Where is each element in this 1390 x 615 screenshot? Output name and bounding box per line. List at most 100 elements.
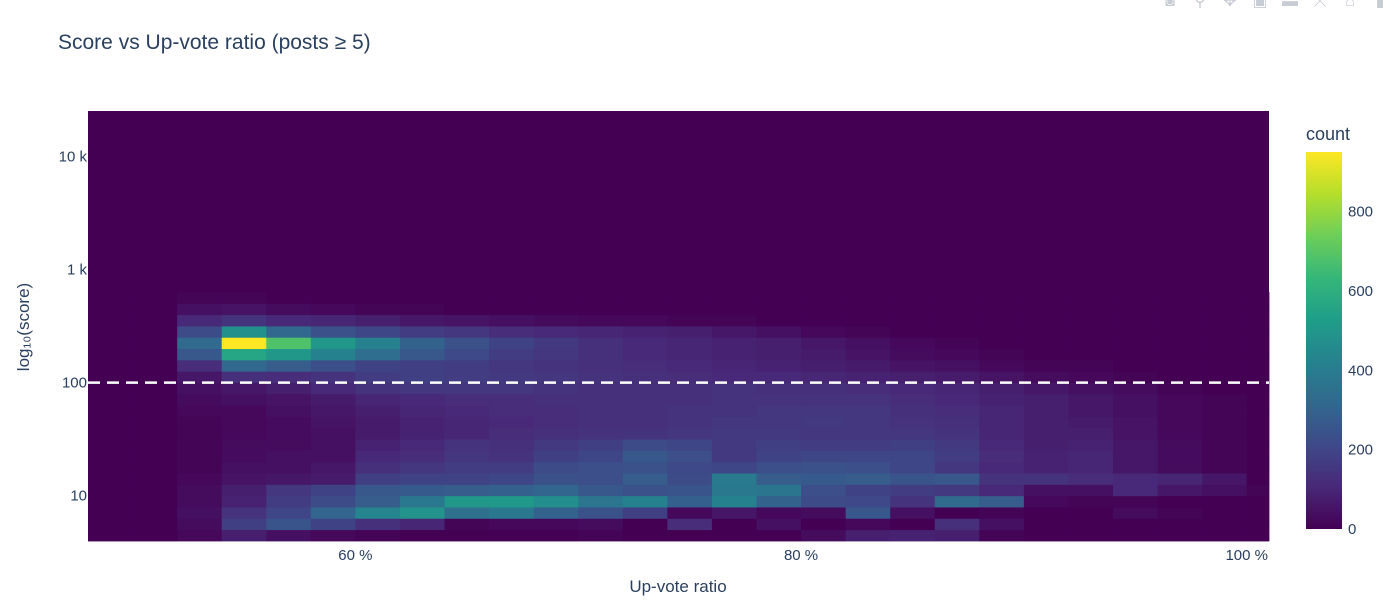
- heatmap-cell[interactable]: [1023, 484, 1069, 497]
- heatmap-cell[interactable]: [266, 382, 312, 395]
- heatmap-cell[interactable]: [266, 473, 312, 485]
- heatmap-cell[interactable]: [890, 427, 936, 440]
- heatmap-cell[interactable]: [1246, 314, 1270, 327]
- heatmap-cell[interactable]: [578, 371, 624, 383]
- heatmap-cell[interactable]: [667, 337, 713, 350]
- heatmap-cell[interactable]: [310, 473, 356, 485]
- heatmap-cell[interactable]: [533, 518, 579, 531]
- heatmap-cell[interactable]: [132, 507, 178, 519]
- heatmap-cell[interactable]: [845, 314, 891, 327]
- heatmap-cell[interactable]: [845, 303, 891, 316]
- heatmap-cell[interactable]: [355, 518, 401, 531]
- heatmap-cell[interactable]: [177, 371, 223, 383]
- heatmap-cell[interactable]: [1068, 473, 1114, 485]
- heatmap-cell[interactable]: [1202, 461, 1248, 474]
- heatmap-cell[interactable]: [1113, 314, 1158, 327]
- heatmap-cell[interactable]: [1157, 348, 1203, 361]
- heatmap-cell[interactable]: [979, 348, 1025, 361]
- heatmap-cell[interactable]: [1068, 405, 1114, 417]
- heatmap-cell[interactable]: [266, 393, 312, 406]
- heatmap-cell[interactable]: [88, 416, 133, 429]
- heatmap-cell[interactable]: [756, 326, 802, 338]
- heatmap-cell[interactable]: [890, 371, 936, 383]
- heatmap-cell[interactable]: [934, 393, 980, 406]
- heatmap-cell[interactable]: [578, 427, 624, 440]
- heatmap-cell[interactable]: [310, 314, 356, 327]
- heatmap-cell[interactable]: [711, 461, 757, 474]
- heatmap-cell[interactable]: [979, 326, 1025, 338]
- heatmap-cell[interactable]: [355, 507, 401, 519]
- heatmap-cell[interactable]: [444, 450, 490, 463]
- heatmap-cell[interactable]: [667, 450, 713, 463]
- heatmap-cell[interactable]: [1202, 337, 1248, 350]
- heatmap-cell[interactable]: [890, 348, 936, 361]
- heatmap-cell[interactable]: [1202, 359, 1248, 372]
- heatmap-cell[interactable]: [801, 348, 847, 361]
- heatmap-cell[interactable]: [890, 292, 936, 304]
- heatmap-cell[interactable]: [1246, 450, 1270, 463]
- heatmap-cell[interactable]: [88, 359, 133, 372]
- heatmap-cell[interactable]: [310, 292, 356, 304]
- heatmap-cell[interactable]: [177, 416, 223, 429]
- heatmap-cell[interactable]: [711, 371, 757, 383]
- heatmap-cell[interactable]: [578, 303, 624, 316]
- heatmap-cell[interactable]: [221, 314, 267, 327]
- heatmap-cell[interactable]: [177, 326, 223, 338]
- heatmap-cell[interactable]: [890, 303, 936, 316]
- heatmap-cell[interactable]: [622, 473, 668, 485]
- heatmap-cell[interactable]: [489, 427, 535, 440]
- zoom-in-icon[interactable]: ▣: [1252, 0, 1268, 10]
- heatmap-cell[interactable]: [489, 292, 535, 304]
- heatmap-cell[interactable]: [1113, 427, 1158, 440]
- heatmap-cell[interactable]: [667, 348, 713, 361]
- heatmap-cell[interactable]: [1023, 314, 1069, 327]
- heatmap-cell[interactable]: [756, 416, 802, 429]
- heatmap-cell[interactable]: [667, 303, 713, 316]
- heatmap-cell[interactable]: [177, 405, 223, 417]
- pan-icon[interactable]: ✥: [1223, 0, 1237, 10]
- heatmap-cell[interactable]: [533, 484, 579, 497]
- heatmap-cell[interactable]: [578, 348, 624, 361]
- heatmap-cell[interactable]: [979, 439, 1025, 451]
- heatmap-cell[interactable]: [1068, 292, 1114, 304]
- heatmap-cell[interactable]: [890, 495, 936, 508]
- heatmap-cell[interactable]: [355, 427, 401, 440]
- heatmap-cell[interactable]: [1246, 416, 1270, 429]
- heatmap-cell[interactable]: [711, 450, 757, 463]
- heatmap-cell[interactable]: [1068, 450, 1114, 463]
- heatmap-cell[interactable]: [88, 405, 133, 417]
- heatmap-cell[interactable]: [399, 337, 445, 350]
- heatmap-cell[interactable]: [934, 495, 980, 508]
- heatmap-cell[interactable]: [355, 405, 401, 417]
- heatmap-cell[interactable]: [1246, 495, 1270, 508]
- heatmap-cell[interactable]: [266, 529, 312, 542]
- heatmap-cell[interactable]: [177, 529, 223, 542]
- heatmap-cell[interactable]: [177, 495, 223, 508]
- heatmap-cell[interactable]: [177, 393, 223, 406]
- heatmap-cell[interactable]: [266, 348, 312, 361]
- heatmap-cell[interactable]: [399, 359, 445, 372]
- heatmap-cell[interactable]: [177, 359, 223, 372]
- heatmap-cell[interactable]: [890, 461, 936, 474]
- heatmap-cell[interactable]: [310, 507, 356, 519]
- heatmap-cell[interactable]: [1068, 382, 1114, 395]
- heatmap-cell[interactable]: [1157, 382, 1203, 395]
- heatmap-cell[interactable]: [979, 518, 1025, 531]
- heatmap-cell[interactable]: [979, 337, 1025, 350]
- heatmap-cell[interactable]: [845, 507, 891, 519]
- heatmap-cell[interactable]: [845, 382, 891, 395]
- heatmap-cell[interactable]: [1068, 359, 1114, 372]
- heatmap-cell[interactable]: [355, 303, 401, 316]
- heatmap-cell[interactable]: [221, 427, 267, 440]
- heatmap-cell[interactable]: [221, 292, 267, 304]
- heatmap-cell[interactable]: [667, 314, 713, 327]
- heatmap-cell[interactable]: [533, 405, 579, 417]
- heatmap-cell[interactable]: [801, 337, 847, 350]
- heatmap-cell[interactable]: [756, 337, 802, 350]
- heatmap-cell[interactable]: [533, 326, 579, 338]
- heatmap-cell[interactable]: [266, 292, 312, 304]
- heatmap-cell[interactable]: [801, 484, 847, 497]
- heatmap-cell[interactable]: [711, 427, 757, 440]
- heatmap-cell[interactable]: [399, 314, 445, 327]
- heatmap-cell[interactable]: [1246, 303, 1270, 316]
